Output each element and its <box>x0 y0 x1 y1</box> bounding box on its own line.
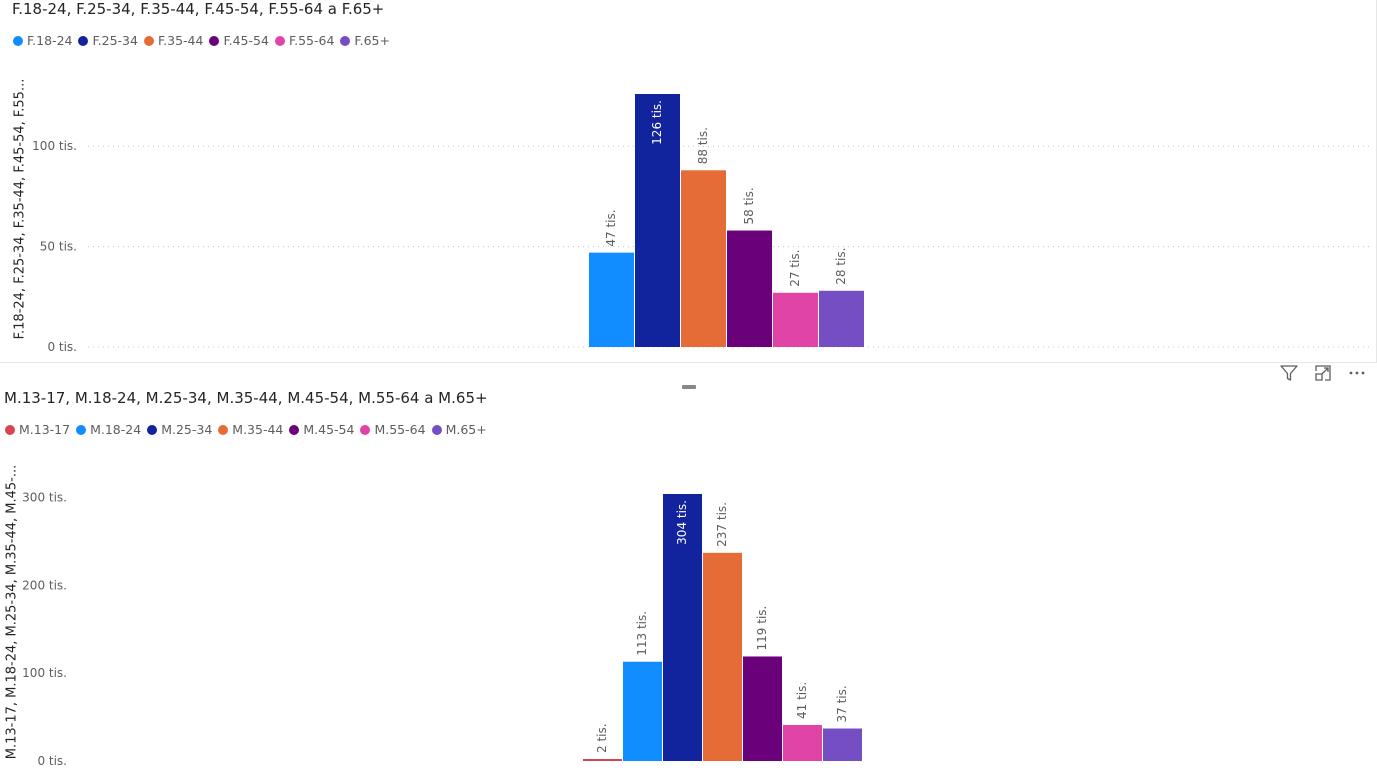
legend-label: F.18-24 <box>27 33 73 48</box>
data-label: 41 tis. <box>795 682 809 719</box>
legend-item[interactable]: M.13-17 <box>5 422 70 437</box>
y-tick-label: 100 tis. <box>32 139 77 153</box>
focus-mode-icon <box>1315 365 1331 381</box>
more-options-button[interactable] <box>1345 362 1369 384</box>
data-label: 113 tis. <box>635 611 649 656</box>
plot-area: 0 tis. 100 tis. 200 tis. 300 tis. 2 tis. 113 … <box>22 491 862 768</box>
chart-legend: M.13-17 M.18-24 M.25-34 M.35-44 M.45-54 M.55-… <box>5 422 493 437</box>
legend-label: M.25-34 <box>161 422 213 437</box>
legend-item[interactable]: F.35-44 <box>143 33 204 48</box>
legend-label: F.65+ <box>354 33 390 48</box>
bar <box>727 230 772 347</box>
legend-dot-icon <box>360 424 371 435</box>
bar <box>783 724 822 761</box>
data-label: 119 tis. <box>755 606 769 651</box>
more-options-icon <box>1349 371 1365 375</box>
data-label: 88 tis. <box>696 127 710 164</box>
data-label: 126 tis. <box>650 100 664 145</box>
legend-dot-icon <box>209 35 220 46</box>
chart-title: F.18-24, F.25-34, F.35-44, F.45-54, F.55… <box>12 0 385 18</box>
data-label: 2 tis. <box>595 723 609 753</box>
bar <box>743 656 782 761</box>
data-label: 47 tis. <box>604 209 618 246</box>
y-tick-label: 300 tis. <box>22 491 67 505</box>
bar <box>773 292 818 347</box>
legend-label: M.45-54 <box>303 422 355 437</box>
female-age-chart[interactable]: F.18-24, F.25-34, F.35-44, F.45-54, F.55… <box>0 0 1377 363</box>
legend-label: F.45-54 <box>223 33 269 48</box>
data-label: 27 tis. <box>788 250 802 287</box>
male-age-chart[interactable]: M.13-17, M.18-24, M.25-34, M.35-44, M.45… <box>0 388 1377 773</box>
legend-item[interactable]: M.25-34 <box>147 422 212 437</box>
legend-dot-icon <box>274 35 285 46</box>
legend-dot-icon <box>78 35 89 46</box>
legend-dot-icon <box>76 424 87 435</box>
legend-dot-icon <box>340 35 351 46</box>
legend-label: F.35-44 <box>157 33 204 48</box>
y-tick-label: 200 tis. <box>22 578 67 592</box>
y-tick-label: 100 tis. <box>22 666 67 680</box>
bar <box>823 728 862 761</box>
bar <box>819 290 864 347</box>
legend-dot-icon <box>218 424 229 435</box>
data-label: 304 tis. <box>675 500 689 545</box>
legend-label: F.25-34 <box>92 33 138 48</box>
legend-item[interactable]: F.65+ <box>340 33 390 48</box>
data-label: 28 tis. <box>834 248 848 285</box>
visual-header-toolbar <box>1277 362 1369 384</box>
legend-item[interactable]: M.45-54 <box>289 422 354 437</box>
chart-legend: F.18-24 F.25-34 F.35-44 F.45-54 F.55-64 F.65+ <box>13 33 396 48</box>
legend-item[interactable]: M.65+ <box>431 422 487 437</box>
legend-dot-icon <box>289 424 300 435</box>
resize-handle[interactable] <box>682 385 696 389</box>
legend-label: M.18-24 <box>90 422 142 437</box>
legend-item[interactable]: M.18-24 <box>76 422 141 437</box>
legend-item[interactable]: M.55-64 <box>360 422 426 437</box>
legend-item[interactable]: F.18-24 <box>13 33 72 48</box>
legend-label: M.65+ <box>445 422 487 437</box>
legend-label: M.35-44 <box>232 422 284 437</box>
focus-mode-button[interactable] <box>1311 362 1335 384</box>
filter-icon <box>1280 365 1298 381</box>
legend-dot-icon <box>431 424 442 435</box>
bar <box>663 494 702 761</box>
bar <box>703 552 742 761</box>
data-label: 237 tis. <box>715 502 729 547</box>
legend-dot-icon <box>147 424 158 435</box>
legend-label: F.55-64 <box>288 33 335 48</box>
bar <box>583 759 622 761</box>
data-label: 58 tis. <box>742 187 756 224</box>
chart-title: M.13-17, M.18-24, M.25-34, M.35-44, M.45… <box>4 389 488 407</box>
filter-button[interactable] <box>1277 362 1301 384</box>
legend-item[interactable]: F.25-34 <box>78 33 138 48</box>
y-tick-label: 50 tis. <box>40 240 77 254</box>
bar <box>681 170 726 347</box>
bar <box>635 94 680 347</box>
y-tick-label: 0 tis. <box>37 754 67 768</box>
legend-label: M.55-64 <box>374 422 426 437</box>
y-tick-label: 0 tis. <box>47 340 77 354</box>
legend-item[interactable]: F.55-64 <box>274 33 335 48</box>
legend-dot-icon <box>5 424 15 435</box>
legend-item[interactable]: F.45-54 <box>209 33 269 48</box>
plot-area: 0 tis. 50 tis. 100 tis. 47 tis. 126 tis. 88 t… <box>32 94 1372 354</box>
legend-dot-icon <box>13 35 23 46</box>
bar <box>589 252 634 347</box>
data-label: 37 tis. <box>835 685 849 722</box>
legend-label: M.13-17 <box>19 422 71 437</box>
bar <box>623 661 662 761</box>
legend-dot-icon <box>143 35 154 46</box>
legend-item[interactable]: M.35-44 <box>218 422 283 437</box>
